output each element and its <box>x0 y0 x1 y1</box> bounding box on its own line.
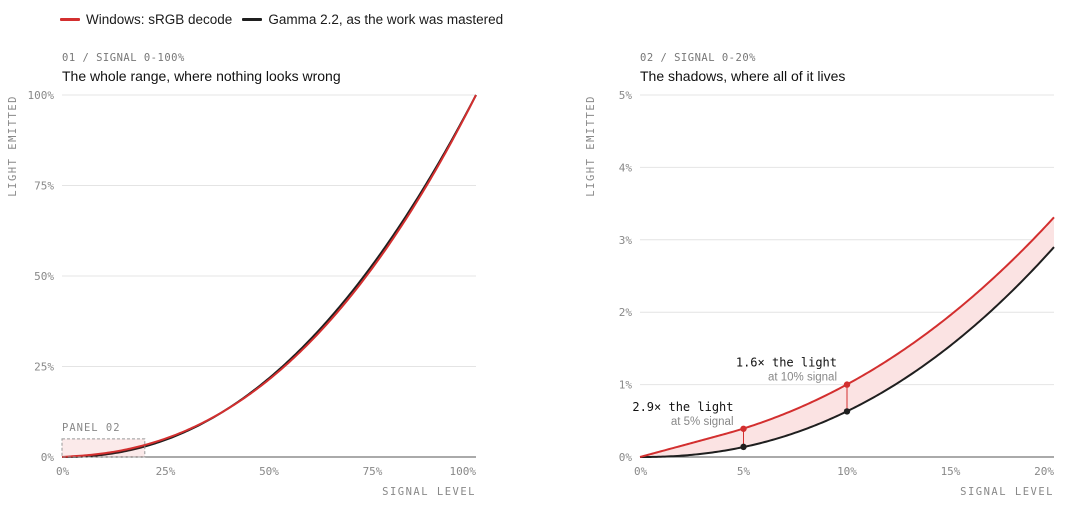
y-tick-1-1: 25% <box>34 361 54 374</box>
y-tick-2-2: 2% <box>619 306 633 319</box>
y-tick-1-4: 100% <box>28 89 55 102</box>
x-tick-2-4: 20% <box>1034 465 1054 478</box>
x-tick-2-1: 5% <box>737 465 751 478</box>
panel-02-inset-box <box>61 438 146 458</box>
marker-srgb-point-1 <box>740 425 747 432</box>
x-tick-1-2: 50% <box>259 465 279 478</box>
annotation-sub-0: at 10% signal <box>768 372 837 384</box>
legend: Windows: sRGB decode Gamma 2.2, as the w… <box>60 12 505 27</box>
x-tick-2-2: 10% <box>837 465 857 478</box>
annotation-main-0: 1.6× the light <box>736 356 837 370</box>
panel-2-title: The shadows, where all of it lives <box>640 68 846 84</box>
x-tick-2-3: 15% <box>941 465 961 478</box>
legend-item-srgb: Windows: sRGB decode <box>60 12 232 27</box>
x-tick-1-0: 0% <box>56 465 70 478</box>
legend-item-gamma: Gamma 2.2, as the work was mastered <box>242 12 503 27</box>
x-tick-1-1: 25% <box>156 465 176 478</box>
annotation-sub-1: at 5% signal <box>671 416 734 428</box>
panel-1-title: The whole range, where nothing looks wro… <box>62 68 341 84</box>
x-axis-label-2: SIGNAL LEVEL <box>960 486 1054 498</box>
annotation-main-1: 2.9× the light <box>632 400 733 414</box>
marker-gamma-point-1 <box>740 443 747 451</box>
x-tick-1-3: 75% <box>363 465 383 478</box>
legend-gamma-label: Gamma 2.2, as the work was mastered <box>268 12 504 27</box>
y-tick-2-3: 3% <box>619 234 633 247</box>
series-gamma-line-1 <box>62 94 477 458</box>
y-tick-2-5: 5% <box>619 89 633 102</box>
y-tick-2-4: 4% <box>619 161 633 174</box>
x-axis-label-1: SIGNAL LEVEL <box>382 486 476 498</box>
srgb-swatch <box>60 18 80 21</box>
gamma-swatch <box>242 18 263 21</box>
panel-2-label: 02 / SIGNAL 0-20% <box>640 52 756 64</box>
series-srgb-line-1 <box>61 94 477 458</box>
panel-1-label: 01 / SIGNAL 0-100% <box>62 52 185 64</box>
y-tick-1-0: 0% <box>41 451 55 464</box>
marker-gamma-point-0 <box>843 408 851 415</box>
y-axis-label-2: LIGHT EMITTED <box>585 95 597 197</box>
inset-label: PANEL 02 <box>62 422 121 434</box>
y-axis-label-1: LIGHT EMITTED <box>7 95 19 197</box>
y-tick-2-1: 1% <box>619 379 633 392</box>
y-tick-1-2: 50% <box>34 270 54 283</box>
legend-srgb-label: Windows: sRGB decode <box>86 12 233 27</box>
x-tick-2-0: 0% <box>634 465 648 478</box>
y-tick-2-0: 0% <box>619 451 633 464</box>
x-tick-1-4: 100% <box>450 465 477 478</box>
marker-srgb-point-0 <box>843 381 851 388</box>
y-tick-1-3: 75% <box>34 180 54 193</box>
